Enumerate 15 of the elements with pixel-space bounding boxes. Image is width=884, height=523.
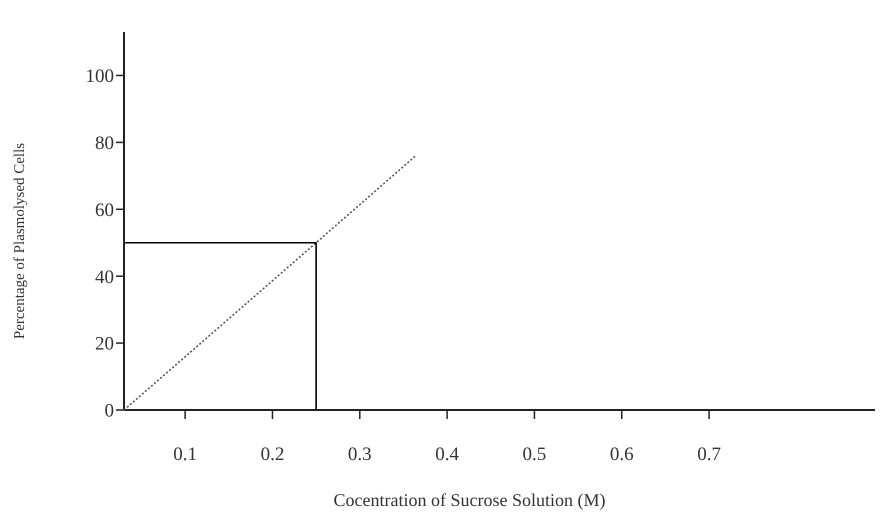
y-tick-label: 20 [95, 334, 114, 355]
x-tick-label: 0.3 [348, 444, 372, 465]
y-tick-label: 80 [95, 133, 114, 154]
x-tick-label: 0.4 [435, 444, 460, 465]
x-tick-label: 0.6 [610, 444, 634, 465]
y-tick-label: 60 [95, 200, 114, 221]
y-axis-title: Percentage of Plasmolysed Cells [12, 142, 28, 340]
x-axis-title: Cocentration of Sucrose Solution (M) [334, 490, 606, 510]
x-tick-label: 0.5 [522, 444, 546, 465]
x-tick-label: 0.1 [173, 444, 198, 465]
x-tick-label: 0.7 [697, 444, 721, 465]
y-tick-label: 100 [86, 66, 114, 88]
y-tick-label: 0 [104, 400, 114, 422]
x-tick-label: 0.2 [260, 444, 284, 465]
y-tick-label: 40 [95, 266, 114, 288]
